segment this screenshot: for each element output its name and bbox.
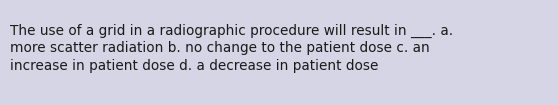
Text: The use of a grid in a radiographic procedure will result in ___. a.
more scatte: The use of a grid in a radiographic proc… <box>10 23 453 73</box>
